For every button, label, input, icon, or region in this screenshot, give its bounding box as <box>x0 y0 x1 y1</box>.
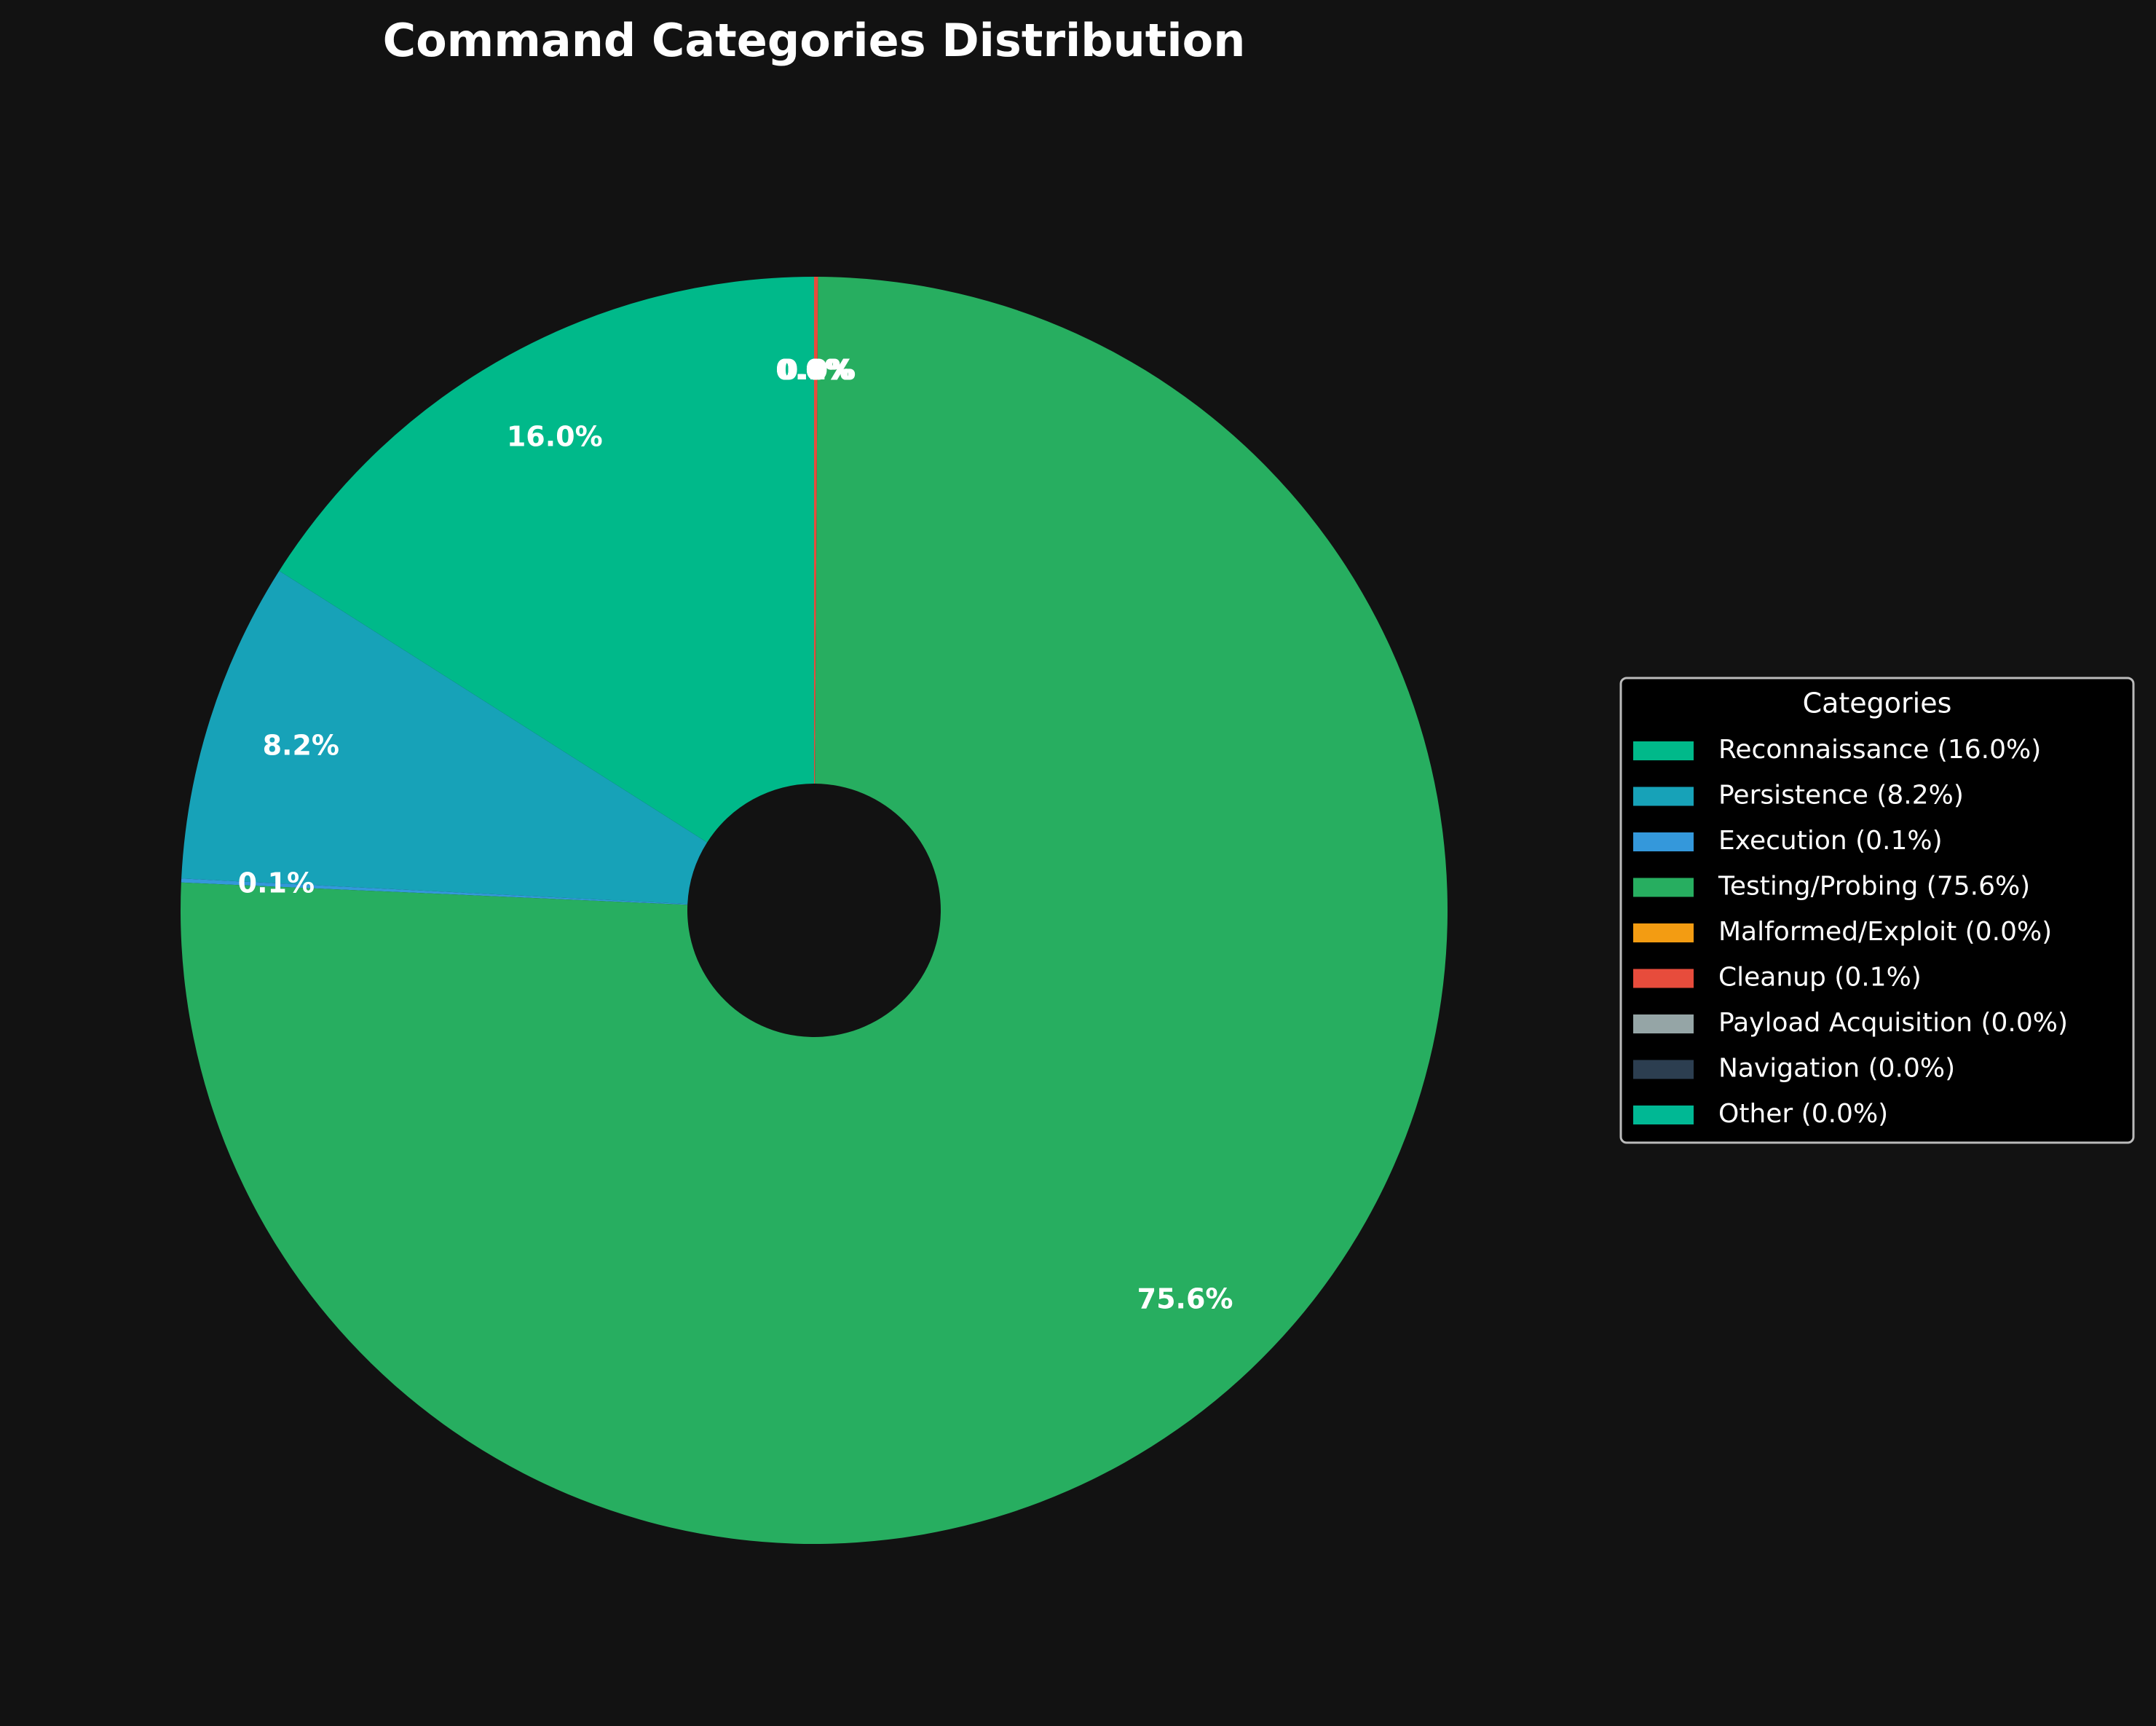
legend-swatch <box>1633 969 1694 988</box>
value-label: 16.0% <box>507 420 603 452</box>
legend-swatch <box>1633 787 1694 806</box>
legend-label: Persistence (8.2%) <box>1718 781 1964 811</box>
legend-swatch <box>1633 1060 1694 1079</box>
legend-swatch <box>1633 923 1694 942</box>
value-label: 75.6% <box>1137 1282 1233 1315</box>
legend: Reconnaissance (16.0%) Persistence (8.2%)… <box>1633 735 2068 1129</box>
value-label: 0.0% <box>775 354 852 386</box>
pie-slice <box>181 277 1448 1544</box>
legend-label: Cleanup (0.1%) <box>1718 963 1922 993</box>
value-label: 0.0% <box>775 354 852 386</box>
pie-slice <box>279 277 814 843</box>
pie: 16.0%8.2%0.1%75.6%0.0%0.1%0.0%0.0%0.0% <box>181 277 1448 1544</box>
legend-swatch <box>1633 1106 1694 1124</box>
pie-slice <box>814 277 818 784</box>
legend-swatch <box>1633 832 1694 851</box>
legend-label: Payload Acquisition (0.0%) <box>1718 1008 2068 1038</box>
value-label: 0.0% <box>775 354 852 386</box>
value-label: 8.2% <box>263 729 339 761</box>
legend-swatch <box>1633 741 1694 760</box>
value-label: 0.0% <box>779 354 856 386</box>
legend-title: Categories <box>1803 687 1952 720</box>
chart-title: Command Categories Distribution <box>383 14 1246 67</box>
legend-label: Reconnaissance (16.0%) <box>1718 735 2041 765</box>
legend-label: Other (0.0%) <box>1718 1099 1888 1129</box>
legend-swatch <box>1633 1014 1694 1033</box>
value-label: 0.1% <box>238 867 315 899</box>
legend-label: Execution (0.1%) <box>1718 826 1943 856</box>
legend-box <box>1619 677 2135 1144</box>
pie-slice <box>181 570 708 905</box>
pie-slice <box>181 878 688 905</box>
value-label: 0.1% <box>778 354 854 386</box>
legend-label: Testing/Probing (75.6%) <box>1718 872 2030 902</box>
legend-swatch <box>1633 878 1694 897</box>
legend-label: Navigation (0.0%) <box>1718 1054 1955 1084</box>
legend-label: Malformed/Exploit (0.0%) <box>1718 917 2052 947</box>
